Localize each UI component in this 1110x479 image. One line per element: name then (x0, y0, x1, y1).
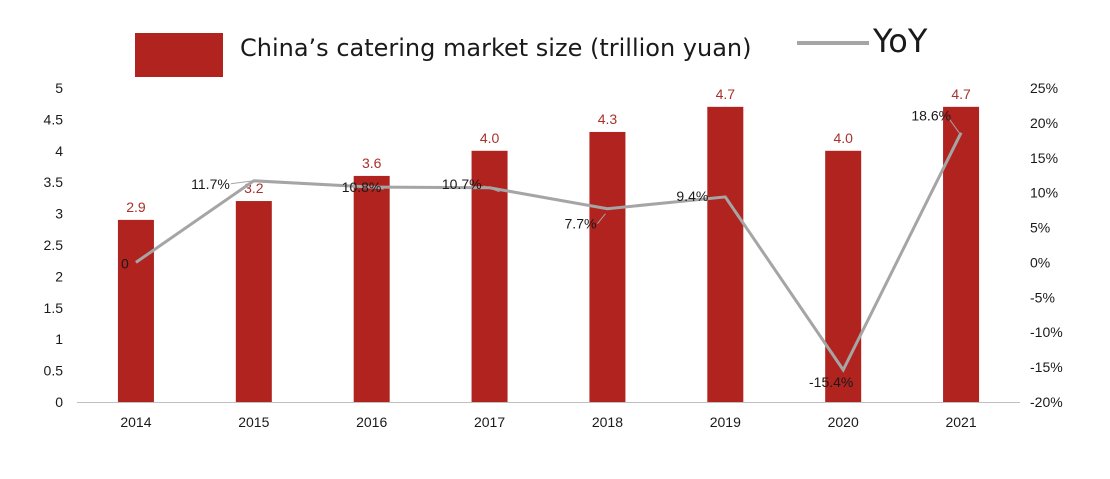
y-right-tick-label: -10% (1030, 324, 1063, 340)
legend-line-swatch (797, 41, 869, 45)
yoy-value-label: 18.6% (911, 108, 951, 124)
yoy-leader-line (597, 213, 606, 225)
y-right-tick-label: -20% (1030, 394, 1063, 410)
yoy-line (135, 132, 963, 373)
y-left-tick-label: 1 (55, 331, 63, 347)
legend-bar-swatch (135, 33, 223, 77)
x-tick-label: 2015 (238, 414, 269, 430)
bar (471, 150, 508, 402)
y-left-tick-label: 3 (55, 206, 63, 222)
y-right-tick-label: 10% (1030, 185, 1058, 201)
y-left-tick-label: 2.5 (44, 237, 64, 253)
bar-value-label: 2.9 (126, 199, 146, 215)
yoy-value-label: 7.7% (565, 216, 597, 232)
y-right-tick-label: 20% (1030, 115, 1058, 131)
legend-line-label: YoY (873, 22, 928, 60)
yoy-value-label: 10.7% (442, 176, 482, 192)
yoy-value-label: 9.4% (676, 188, 708, 204)
y-left-tick-label: 1.5 (44, 300, 64, 316)
x-tick-label: 2019 (710, 414, 741, 430)
yoy-value-label: 11.7% (191, 176, 230, 192)
y-right-tick-label: 25% (1030, 80, 1058, 96)
legend-bar-label: China’s catering market size (trillion y… (240, 34, 752, 62)
y-right-tick-label: 0% (1030, 254, 1050, 270)
y-right-tick-label: -5% (1030, 289, 1055, 305)
y-left-tick-label: 3.5 (44, 174, 64, 190)
bar-value-label: 4.3 (598, 111, 618, 127)
yoy-leader-line (483, 185, 500, 193)
yoy-leader-line (367, 186, 384, 190)
yoy-value-label: 0 (121, 255, 129, 271)
x-tick-label: 2017 (474, 414, 505, 430)
x-tick-label: 2016 (356, 414, 387, 430)
bar-value-label: 4.0 (480, 130, 500, 146)
x-tick-label: 2018 (592, 414, 623, 430)
y-left-tick-label: 0.5 (44, 363, 64, 379)
bar (589, 131, 626, 402)
y-left-tick-label: 2 (55, 268, 63, 284)
y-left-tick-label: 0 (55, 394, 63, 410)
y-left-tick-label: 4.5 (44, 111, 64, 127)
yoy-value-label: -15.4% (809, 374, 853, 390)
y-left-tick-label: 4 (55, 143, 63, 159)
bar (235, 201, 272, 402)
x-tick-label: 2021 (945, 414, 976, 430)
bar (117, 219, 154, 402)
bar (825, 150, 862, 402)
bar (943, 106, 980, 402)
x-tick-label: 2020 (828, 414, 859, 430)
yoy-value-label: 10.8% (342, 179, 382, 195)
bar-value-label: 4.7 (716, 86, 736, 102)
y-left-tick-label: 5 (55, 80, 63, 96)
bar (707, 106, 744, 402)
y-right-tick-label: 5% (1030, 220, 1050, 236)
bar (353, 175, 390, 402)
bar-value-label: 4.7 (951, 86, 971, 102)
y-right-tick-label: -15% (1030, 359, 1063, 375)
y-right-tick-label: 15% (1030, 150, 1058, 166)
bar-value-label: 3.6 (362, 155, 382, 171)
x-tick-label: 2014 (120, 414, 151, 430)
bar-value-label: 4.0 (833, 130, 853, 146)
yoy-leader-line (230, 180, 254, 185)
yoy-leader-line (948, 118, 960, 133)
